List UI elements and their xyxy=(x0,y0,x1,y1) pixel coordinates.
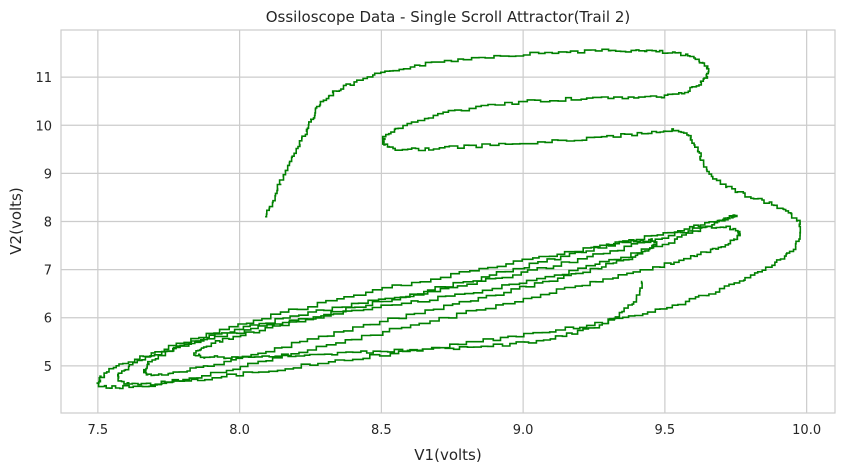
series-layer xyxy=(96,48,802,390)
x-tick-label: 9.5 xyxy=(655,423,676,438)
x-tick-label: 7.5 xyxy=(88,423,109,438)
y-tick-label: 9 xyxy=(44,167,52,182)
y-tick-label: 6 xyxy=(44,312,52,327)
x-axis-label: V1(volts) xyxy=(414,446,481,464)
x-tick-label: 9.0 xyxy=(513,423,534,438)
plot-frame xyxy=(60,29,836,414)
series-line xyxy=(96,48,802,390)
y-tick-label: 8 xyxy=(44,216,52,231)
y-tick-label: 11 xyxy=(35,71,52,86)
y-axis-label: V2(volts) xyxy=(7,187,25,254)
x-axis-ticks: 7.5 8.0 8.5 9.0 9.5 10.0 xyxy=(88,423,822,438)
y-tick-label: 10 xyxy=(35,119,52,134)
chart-title: Ossiloscope Data - Single Scroll Attract… xyxy=(266,8,631,26)
x-tick-label: 10.0 xyxy=(792,423,821,438)
x-tick-label: 8.0 xyxy=(229,423,250,438)
y-axis-ticks: 5 6 7 8 9 10 11 xyxy=(35,71,52,375)
x-tick-label: 8.5 xyxy=(371,423,392,438)
y-tick-label: 7 xyxy=(44,264,52,279)
y-tick-label: 5 xyxy=(44,360,52,375)
